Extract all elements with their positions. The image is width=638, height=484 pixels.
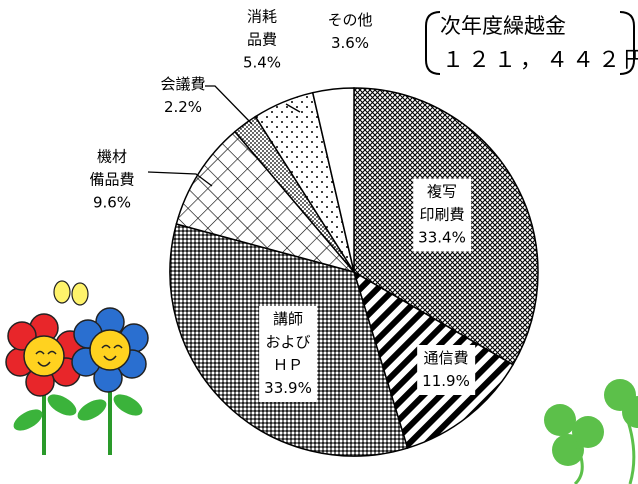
flowers-decoration [6,281,148,455]
value-label: 11.9% [422,370,470,393]
annotation-amount: １２１，４４２円 [442,42,638,74]
value-label: 9.6% [89,192,134,215]
value-label: 33.9% [264,377,312,400]
pie [170,88,538,456]
category-label: 会議費 [160,73,205,96]
category-label: 複写 印刷費 [418,181,466,227]
category-label: 消耗 品費 [243,6,281,52]
category-label: 講師 および ＨＰ [264,308,312,377]
annotation-title: 次年度繰越金 [440,10,566,40]
value-label: 2.2% [160,96,205,119]
page: 次年度繰越金 １２１，４４２円 複写 印刷費33.4% 通信費11.9% 講師 およ… [0,0,638,484]
value-label: 33.4% [418,227,466,250]
clover-decoration [544,379,638,484]
category-label: 機材 備品費 [89,146,134,192]
category-label: その他 [327,9,372,32]
category-label: 通信費 [422,347,470,370]
value-label: 3.6% [327,32,372,55]
value-label: 5.4% [243,52,281,75]
